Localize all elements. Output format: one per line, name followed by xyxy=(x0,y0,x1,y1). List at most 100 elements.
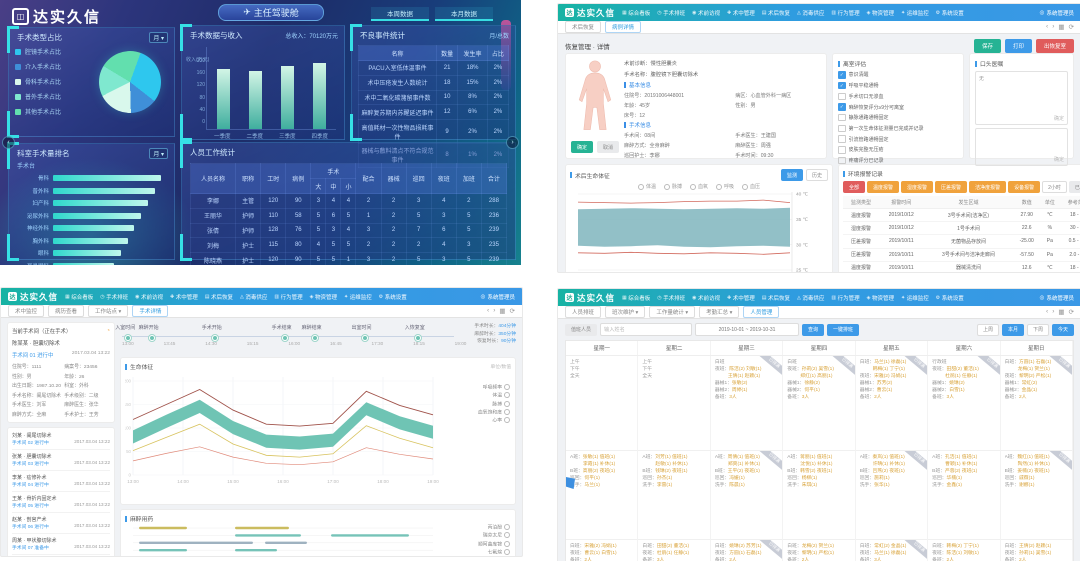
alarm-filter-湿度报警[interactable]: 湿度报警 xyxy=(901,181,934,193)
nav-item[interactable]: ✦ 运维监控 xyxy=(901,294,929,302)
shift-staff[interactable]: 严蓉(2) 夜班(1) xyxy=(944,469,978,474)
shift-staff[interactable]: 韩雪(2) 夜班(1) xyxy=(800,469,833,474)
checkbox[interactable] xyxy=(838,135,846,143)
legend-item[interactable]: 血压 xyxy=(742,183,760,190)
toolbar-icon[interactable]: › xyxy=(493,307,496,314)
shift-staff[interactable]: 杜鹃(1) 任静(1) xyxy=(945,374,978,379)
shift-staff[interactable]: 徐静(2) xyxy=(804,381,820,386)
shift-staff[interactable]: 何平(1) xyxy=(584,476,600,481)
shift-staff[interactable]: 李雷(1) xyxy=(656,483,673,488)
shift-staff[interactable]: 3人 xyxy=(801,395,810,400)
or-list-item[interactable]: 周某 · 甲状腺切除术 手术间 07 准备中 2017.03.04 13:22 xyxy=(12,532,110,554)
or-list-item[interactable]: 刘某 · 阑尾切除术 手术间 02 进行中 2017.03.04 13:22 xyxy=(12,429,110,449)
alarm-filter-设备报警[interactable]: 设备报警 xyxy=(1008,181,1041,193)
shift-staff[interactable]: 谢娜(1) xyxy=(1018,483,1035,488)
shift-staff[interactable]: 王平(2) 夜班(1) xyxy=(727,469,760,474)
toolbar-icon[interactable]: ▦ xyxy=(1058,309,1065,316)
schedule-cell[interactable]: 行政班 夜班：田甜(2) 董洁(1) 杜鹃(1) 任静(1) 器械1：姚琳(2) 器械2… xyxy=(928,356,1001,451)
shift-staff[interactable]: 许晴(1) 补休(1) xyxy=(872,462,905,467)
checklist-item[interactable]: ✓ 意识清醒 xyxy=(838,71,958,79)
shift-staff[interactable]: 马兰(1) 徐磊(1) xyxy=(874,551,907,556)
tab-chip[interactable]: 班次维护 ▾ xyxy=(605,306,646,318)
nav-item[interactable]: ▥ 行为管理 xyxy=(831,9,859,17)
shift-staff[interactable]: 曹云(1) 白雪(1) xyxy=(584,551,617,556)
schedule-cell[interactable]: A班：张敏(1) 值班(1) 李霞(1) 补休(1) B班：高丽(2) 夜班(1) 巡… xyxy=(566,451,639,540)
shift-staff[interactable]: 常虹(2) xyxy=(1021,381,1038,386)
tab-chip[interactable]: 术后恢复 xyxy=(565,21,602,33)
nav-item[interactable]: ⚙ 系统设置 xyxy=(936,294,964,302)
nav-item[interactable]: ▤ 术后恢复 xyxy=(762,294,790,302)
nav-item[interactable]: ✦ 运维监控 xyxy=(344,293,372,301)
legend-item[interactable]: 丙泊酚 xyxy=(478,524,510,532)
shift-staff[interactable]: 3人 xyxy=(656,558,665,561)
tab-chip[interactable]: 人员排班 xyxy=(565,306,602,318)
shift-staff[interactable]: 3人 xyxy=(946,395,955,400)
toolbar-icon[interactable]: ▦ xyxy=(1058,24,1065,31)
toolbar-icon[interactable]: ‹ xyxy=(487,307,490,314)
shift-staff[interactable]: 曹颖(1) 补休(1) xyxy=(945,462,978,467)
checklist-item[interactable]: 静脉通路通畅固定 xyxy=(838,113,958,122)
打印-button[interactable]: 打印 xyxy=(1004,38,1032,53)
shift-staff[interactable]: 常虹(2) 金晶(1) xyxy=(874,544,907,549)
shift-staff[interactable]: 陈晨(1) xyxy=(729,483,745,488)
legend-item[interactable]: 脉搏 xyxy=(478,400,510,409)
nav-item[interactable]: ▦ 综合看板 xyxy=(622,9,650,17)
nav-item[interactable]: ◈ 物资管理 xyxy=(310,293,337,301)
name-search-input[interactable] xyxy=(600,323,693,336)
checkbox[interactable]: ✓ xyxy=(838,71,846,79)
confirm-button[interactable]: 确定 xyxy=(571,141,594,153)
shift-staff[interactable]: 姚琳(2) xyxy=(949,381,965,386)
checkbox[interactable] xyxy=(838,92,846,101)
nav-item[interactable]: ◬ 消毒供应 xyxy=(240,293,267,301)
shift-staff[interactable]: 施莉(1) xyxy=(874,476,890,481)
date-range-picker[interactable]: 2019-10-01 ~ 2019-10-31 xyxy=(695,323,800,336)
checklist-item[interactable]: 疼痛评分已记录 xyxy=(838,156,958,165)
shift-staff[interactable]: 钱琳(2) 夜班(1) xyxy=(655,469,688,474)
shift-staff[interactable]: 孙莉(2) 吴雪(1) xyxy=(801,367,834,372)
shift-staff[interactable]: 方圆(1) 石磊(1) xyxy=(1018,360,1052,365)
period-select[interactable]: 月 ▾ xyxy=(149,148,168,159)
alarm-filter-温度报警[interactable]: 温度报警 xyxy=(867,181,900,193)
or-list-item[interactable]: 张某 · 胆囊切除术 手术间 03 进行中 2017.03.04 13:22 xyxy=(12,448,110,470)
alarm-filter-已处理[interactable]: 已处理 xyxy=(1068,181,1080,193)
alarm-filter-全部[interactable]: 全部 xyxy=(843,181,866,193)
legend-item[interactable]: 体温 xyxy=(478,392,510,400)
legend-item[interactable]: 心率 xyxy=(478,417,510,425)
shift-staff[interactable]: 龙梅(2) 贺兰(1) xyxy=(801,544,834,549)
tab-chip[interactable]: 人员管理 xyxy=(743,306,780,318)
nav-item[interactable]: ◷ 手术排班 xyxy=(657,9,685,17)
nav-item[interactable]: ▤ 术后恢复 xyxy=(205,293,233,301)
carousel-right-arrow[interactable]: › xyxy=(506,136,519,149)
nav-item[interactable]: ✦ 运维监控 xyxy=(901,9,929,17)
nav-item[interactable]: ◷ 手术排班 xyxy=(657,294,685,302)
nav-item[interactable]: ◬ 消毒供应 xyxy=(797,294,824,302)
nav-item[interactable]: ◈ 物资管理 xyxy=(867,9,894,17)
shift-staff[interactable]: 郑爽(1) 补休(1) xyxy=(727,462,761,467)
legend-item[interactable]: 呼吸频率 xyxy=(478,384,510,392)
nav-item[interactable]: ⚙ 系统设置 xyxy=(936,9,964,17)
search-button[interactable]: 查询 xyxy=(802,323,825,336)
schedule-cell[interactable]: 白班：王倩(2) 赵颖(1) 夜班：孙莉(1) 吴雪(1) 备班：2人 xyxy=(1001,540,1073,561)
legend-item[interactable]: 七氟烷 xyxy=(478,548,510,556)
shift-staff[interactable]: 魏红(1) 值班(1) xyxy=(1017,455,1050,460)
next-week-button[interactable]: 下周 xyxy=(1026,323,1049,336)
schedule-cell[interactable]: 白班：宋雅(2) 冯娟(1) 夜班：曹云(1) 白雪(1) 备班：2人 xyxy=(566,540,639,561)
tab-chip[interactable]: 病历查看 xyxy=(48,305,85,317)
legend-item[interactable]: 瑞芬太尼 xyxy=(478,532,510,540)
shift-staff[interactable]: 马兰(1) xyxy=(584,483,600,488)
checklist-item[interactable]: 第一次生命体征测量已完成并记录 xyxy=(838,124,958,133)
shift-staff[interactable]: 沈悦(1) 补休(1) xyxy=(800,462,833,467)
toolbar-icon[interactable]: ⟳ xyxy=(509,308,515,315)
legend-item[interactable]: 顺阿曲库铵 xyxy=(478,540,510,549)
shift-staff[interactable]: 金晶(1) xyxy=(1021,388,1038,393)
checklist-item[interactable]: ✓ 麻醉恢复评分≥9分可离室 xyxy=(838,103,958,111)
shift-staff[interactable]: 杨柳(1) xyxy=(801,476,818,481)
legend-item[interactable]: 体温 xyxy=(637,183,656,190)
shift-staff[interactable]: 黎明(2) 严松(1) xyxy=(1018,374,1052,379)
shift-staff[interactable]: 宋雅(2) 冯娟(1) xyxy=(874,374,907,379)
shift-staff[interactable]: 2人 xyxy=(1018,395,1027,400)
shift-staff[interactable]: 周倩(1) 值班(1) xyxy=(727,455,760,460)
prev-week-button[interactable]: 上周 xyxy=(976,323,999,336)
